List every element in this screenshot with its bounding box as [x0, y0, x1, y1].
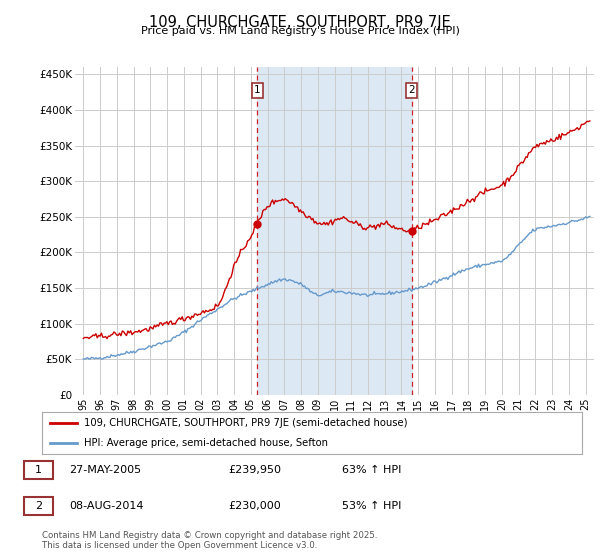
- Bar: [257, 67, 412, 395]
- Text: 1: 1: [254, 85, 261, 95]
- Text: £239,950: £239,950: [228, 465, 281, 475]
- Text: 2: 2: [408, 85, 415, 95]
- Text: 2: 2: [35, 501, 42, 511]
- Text: 08-AUG-2014: 08-AUG-2014: [69, 501, 143, 511]
- Text: 27-MAY-2005: 27-MAY-2005: [69, 465, 141, 475]
- Text: 1: 1: [35, 465, 42, 475]
- Text: 63% ↑ HPI: 63% ↑ HPI: [342, 465, 401, 475]
- Text: 109, CHURCHGATE, SOUTHPORT, PR9 7JE: 109, CHURCHGATE, SOUTHPORT, PR9 7JE: [149, 15, 451, 30]
- Text: 109, CHURCHGATE, SOUTHPORT, PR9 7JE (semi-detached house): 109, CHURCHGATE, SOUTHPORT, PR9 7JE (sem…: [84, 418, 407, 428]
- Text: 53% ↑ HPI: 53% ↑ HPI: [342, 501, 401, 511]
- Text: £230,000: £230,000: [228, 501, 281, 511]
- Text: HPI: Average price, semi-detached house, Sefton: HPI: Average price, semi-detached house,…: [84, 438, 328, 448]
- Text: Price paid vs. HM Land Registry's House Price Index (HPI): Price paid vs. HM Land Registry's House …: [140, 26, 460, 36]
- Text: Contains HM Land Registry data © Crown copyright and database right 2025.
This d: Contains HM Land Registry data © Crown c…: [42, 531, 377, 550]
